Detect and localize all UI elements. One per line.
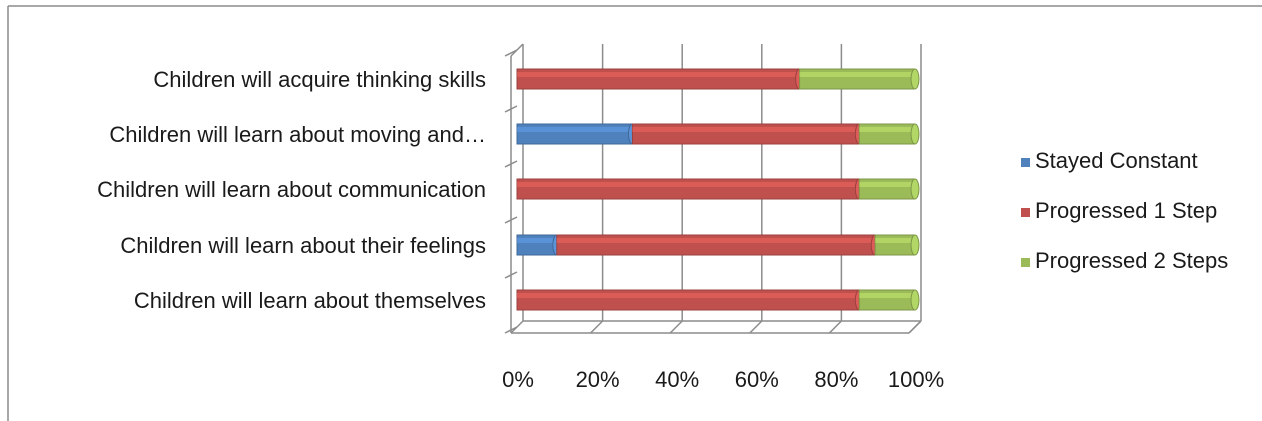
- category-label: Children will learn about their feelings: [120, 233, 486, 258]
- y-tick: [504, 160, 518, 168]
- bar-segment: [516, 123, 637, 145]
- bar-highlight: [859, 293, 915, 298]
- x-tick-label: 40%: [655, 367, 699, 392]
- bar-cap: [910, 68, 920, 90]
- bar-segment: [516, 68, 805, 90]
- bar-segment: [858, 178, 920, 200]
- category-label: Children will learn about themselves: [134, 288, 486, 313]
- floor-gridline: [669, 320, 683, 334]
- bar-segment: [858, 289, 920, 311]
- bar-cap: [910, 289, 920, 311]
- bar-segment: [516, 289, 864, 311]
- x-tick-label: 20%: [576, 367, 620, 392]
- bar-highlight: [517, 182, 860, 187]
- bar-highlight: [875, 238, 915, 243]
- x-tick-label: 60%: [735, 367, 779, 392]
- bar-highlight: [859, 182, 915, 187]
- floor-gridline: [749, 320, 763, 334]
- bar-segment: [516, 234, 562, 256]
- category-label: Children will acquire thinking skills: [153, 67, 486, 92]
- legend-swatch: [1021, 158, 1030, 167]
- bar-cap: [910, 234, 920, 256]
- y-tick: [504, 271, 518, 279]
- category-label: Children will learn about moving and…: [109, 122, 486, 147]
- category-label: Children will learn about communication: [97, 177, 486, 202]
- y-tick: [504, 105, 518, 113]
- bar-cap: [910, 123, 920, 145]
- bar-segment: [858, 123, 920, 145]
- x-tick-labels: 0% 20% 40% 60% 80% 100%: [502, 367, 944, 392]
- axes: [504, 43, 922, 334]
- legend-label: Stayed Constant: [1035, 148, 1198, 173]
- bar-highlight: [632, 127, 860, 132]
- bar-highlight: [517, 293, 860, 298]
- bar-highlight: [859, 127, 915, 132]
- y-tick: [504, 216, 518, 224]
- bar-segment: [799, 68, 920, 90]
- bar-segment: [516, 178, 864, 200]
- bar-segment: [631, 123, 864, 145]
- legend-swatch: [1021, 208, 1030, 217]
- legend-label: Progressed 1 Step: [1035, 198, 1217, 223]
- bar-segment: [874, 234, 920, 256]
- bar-highlight: [556, 238, 876, 243]
- bar-highlight: [799, 72, 915, 77]
- legend-swatch: [1021, 258, 1030, 267]
- floor-right-edge: [908, 320, 922, 334]
- legend: Stayed Constant Progressed 1 Step Progress…: [1021, 148, 1228, 273]
- y-tick: [504, 326, 518, 334]
- bar-highlight: [517, 72, 800, 77]
- bar-highlight: [517, 238, 557, 243]
- legend-label: Progressed 2 Steps: [1035, 248, 1228, 273]
- floor-gridline: [828, 320, 842, 334]
- bars: [516, 68, 920, 311]
- x-tick-label: 80%: [814, 367, 858, 392]
- x-tick-label: 100%: [888, 367, 944, 392]
- bar-highlight: [517, 127, 633, 132]
- bar-cap: [910, 178, 920, 200]
- category-labels: Children will learn about themselves Chil…: [97, 67, 486, 313]
- y-tick: [504, 49, 518, 57]
- bar-segment: [556, 234, 880, 256]
- floor-gridline: [590, 320, 604, 334]
- x-tick-label: 0%: [502, 367, 534, 392]
